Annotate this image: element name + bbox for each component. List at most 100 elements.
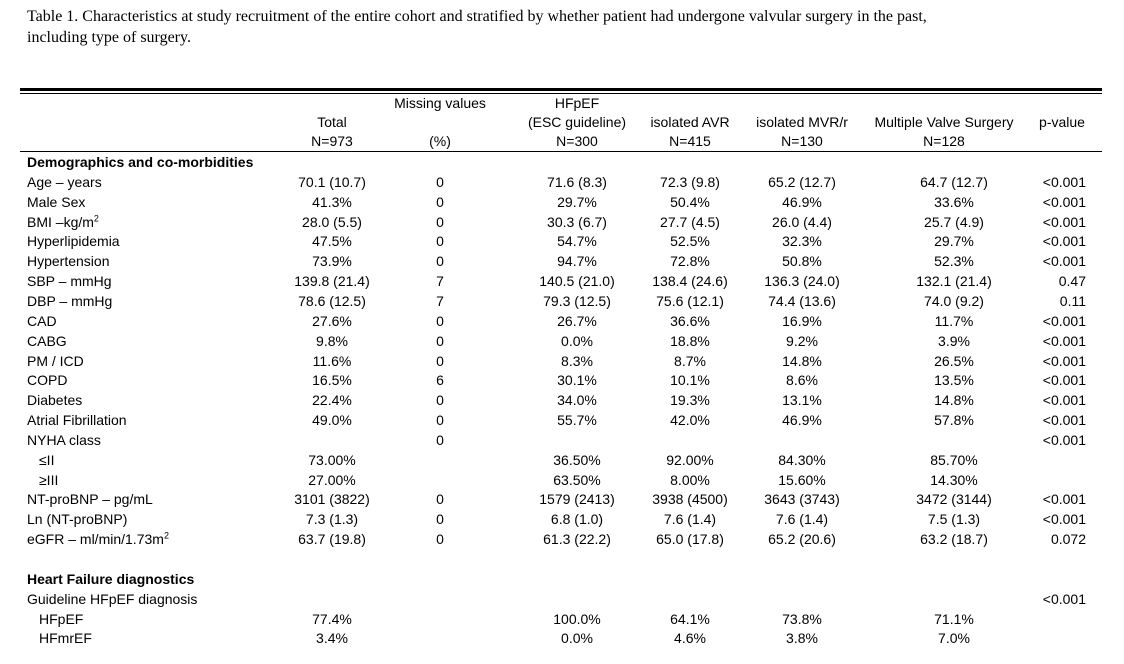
cell-total: 27.00% [308,471,356,488]
cell-multi: 29.7% [934,233,974,250]
cell-multi: 3472 (3144) [916,491,992,508]
row-label: HFmrEF [39,630,92,647]
cell-missing: 0 [436,511,444,528]
row-label: Atrial Fibrillation [27,412,127,429]
cell-hfpef: 63.50% [553,471,601,488]
cell-p: <0.001 [1042,511,1086,528]
cell-multi: 74.0 (9.2) [924,292,984,309]
cell-p: <0.001 [1042,491,1086,508]
cell-missing: 0 [436,332,444,349]
cell-mvr: 65.2 (20.6) [768,531,836,548]
cell-mvr: 73.8% [782,610,822,627]
cell-hfpef: 100.0% [553,610,601,627]
cell-p: <0.001 [1042,431,1086,448]
cell-hfpef: 71.6 (8.3) [547,173,607,190]
cell-p: <0.001 [1042,213,1086,230]
cell-mvr: 9.2% [786,332,818,349]
cell-p: <0.001 [1042,193,1086,210]
cell-total: 77.4% [312,610,352,627]
cell-multi: 52.3% [934,253,974,270]
cell-multi: 64.7 (12.7) [920,173,988,190]
cell-total: 41.3% [312,193,352,210]
row-label: COPD [27,372,68,389]
cell-total: 7.3 (1.3) [305,511,359,528]
cell-total: 73.9% [312,253,352,270]
cell-p: <0.001 [1042,590,1086,607]
cell-avr: 8.00% [670,471,710,488]
cell-multi: 13.5% [934,372,974,389]
cell-avr: 65.0 (17.8) [656,531,724,548]
row-label: eGFR – ml/min/1.73m2 [27,530,169,548]
cell-total: 9.8% [316,332,348,349]
header-p-value: p-value [1039,114,1085,130]
cell-missing: 0 [436,253,444,270]
cell-mvr: 46.9% [782,193,822,210]
cell-hfpef: 0.0% [561,630,593,647]
cell-avr: 3938 (4500) [652,491,728,508]
cell-avr: 18.8% [670,332,710,349]
cell-total: 47.5% [312,233,352,250]
cell-missing: 0 [436,173,444,190]
row-label: CABG [27,332,67,349]
row-label: Hyperlipidemia [27,233,120,250]
cell-avr: 8.7% [674,352,706,369]
cell-multi: 3.9% [938,332,970,349]
cell-total: 73.00% [308,451,356,468]
cell-multi: 57.8% [934,412,974,429]
cell-multi: 71.1% [934,610,974,627]
cell-hfpef: 26.7% [557,312,597,329]
row-label: Diabetes [27,392,83,409]
cell-multi: 11.7% [934,312,974,329]
cell-missing: 0 [436,193,444,210]
cell-missing: 7 [436,292,444,309]
cell-total: 27.6% [312,312,352,329]
cell-avr: 7.6 (1.4) [663,511,717,528]
section-heading: Heart Failure diagnostics [27,570,195,587]
cell-hfpef: 8.3% [561,352,593,369]
cell-p: <0.001 [1042,312,1086,329]
cell-mvr: 65.2 (12.7) [768,173,836,190]
cell-avr: 92.00% [666,451,714,468]
cell-hfpef: 79.3 (12.5) [543,292,611,309]
cell-total: 3101 (3822) [294,491,370,508]
cell-p: <0.001 [1042,332,1086,349]
cell-missing: 0 [436,412,444,429]
cell-hfpef: 94.7% [557,253,597,270]
cell-p: 0.072 [1050,531,1086,548]
cell-multi: 25.7 (4.9) [924,213,984,230]
row-label: ≤II [39,451,55,468]
header-hfpef: HFpEF (ESC guideline) N=300 [527,95,627,149]
top-rule-thin [20,93,1102,94]
cell-avr: 138.4 (24.6) [652,273,728,290]
row-label: PM / ICD [27,352,84,369]
cell-missing: 0 [436,491,444,508]
cell-mvr: 84.30% [778,451,826,468]
cell-avr: 19.3% [670,392,710,409]
cell-hfpef: 1579 (2413) [539,491,615,508]
cell-avr: 10.1% [670,372,710,389]
top-rule-thick [20,88,1102,91]
cell-total: 3.4% [316,630,348,647]
cell-mvr: 16.9% [782,312,822,329]
cell-avr: 52.5% [670,233,710,250]
table-caption: Table 1. Characteristics at study recrui… [27,6,1107,48]
cell-avr: 50.4% [670,193,710,210]
row-label: Ln (NT-proBNP) [27,511,128,528]
cell-p: 0.47 [1058,273,1086,290]
cell-hfpef: 29.7% [557,193,597,210]
cell-mvr: 3.8% [786,630,818,647]
header-isolated-avr: isolated AVR N=415 [650,114,730,149]
cell-mvr: 8.6% [786,372,818,389]
cell-hfpef: 30.3 (6.7) [547,213,607,230]
row-label: DBP – mmHg [27,292,113,309]
cell-avr: 72.3 (9.8) [660,173,720,190]
row-label: Hypertension [27,253,110,270]
row-label: NYHA class [27,431,101,448]
cell-hfpef: 61.3 (22.2) [543,531,611,548]
cell-mvr: 7.6 (1.4) [775,511,829,528]
cell-hfpef: 34.0% [557,392,597,409]
cell-avr: 27.7 (4.5) [660,213,720,230]
cell-hfpef: 36.50% [553,451,601,468]
caption-line-1: Table 1. Characteristics at study recrui… [27,8,927,25]
cell-total: 49.0% [312,412,352,429]
